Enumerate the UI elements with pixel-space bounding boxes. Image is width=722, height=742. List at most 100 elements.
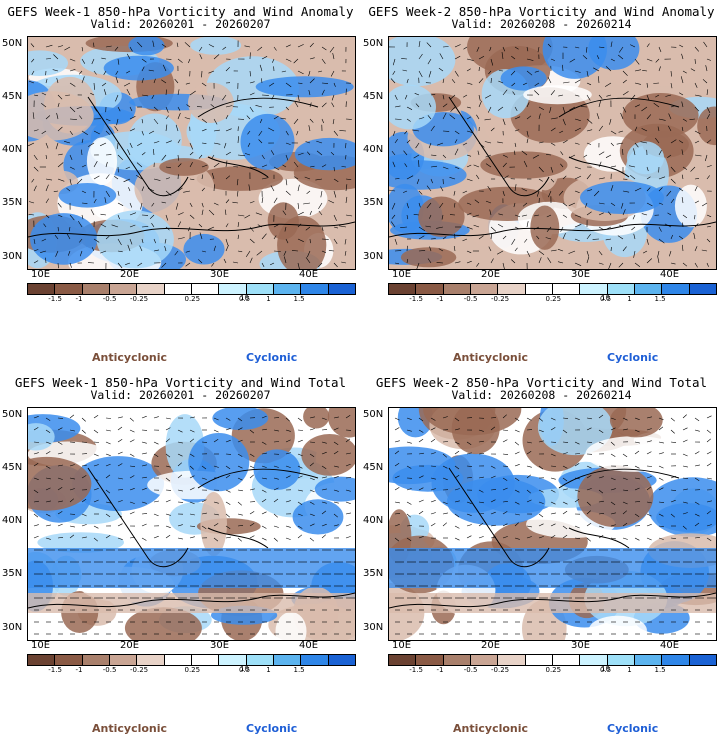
colorbar-tick-label: -1.5 [48, 295, 62, 303]
colorbar-bin [55, 284, 83, 294]
colorbar-bin [55, 655, 83, 665]
colorbar-bin [689, 284, 716, 294]
colorbar-bin [389, 655, 417, 665]
vorticity-map [388, 407, 717, 641]
colorbar-bin [28, 655, 56, 665]
cyclonic-label: Cyclonic [246, 351, 298, 364]
panel-valid-dates: Valid: 20260201 - 20260207 [90, 17, 271, 31]
colorbar [388, 283, 717, 295]
colorbar-scale-label: 10 [240, 665, 249, 673]
lat-label: 35N [363, 197, 384, 208]
colorbar-bin [470, 655, 499, 665]
colorbar-tick-label: -1 [436, 295, 444, 303]
lat-label: 50N [363, 38, 384, 49]
lat-label: 45N [2, 91, 23, 102]
colorbar-bin [470, 284, 499, 294]
colorbar-tick-label: 0.25 [545, 295, 562, 303]
lat-label: 35N [2, 197, 23, 208]
colorbar-tick-label: -1.5 [409, 666, 423, 674]
lon-label: 40E [299, 640, 319, 651]
lon-label: 40E [660, 269, 680, 280]
colorbar-bin [552, 284, 581, 294]
colorbar-bin [246, 655, 274, 665]
colorbar-bin [301, 284, 329, 294]
anticyclonic-label: Anticyclonic [453, 351, 529, 364]
colorbar [27, 654, 356, 666]
lon-label: 10E [392, 640, 412, 651]
colorbar-bin [662, 284, 690, 294]
colorbar-bin [82, 284, 110, 294]
anticyclonic-label: Anticyclonic [92, 351, 168, 364]
lat-label: 45N [363, 462, 384, 473]
map-panel-1: GEFS Week-1 850-hPa Vorticity and Wind A… [0, 0, 361, 371]
lat-label: 30N [2, 622, 23, 633]
panel-title: GEFS Week-2 850-hPa Vorticity and Wind T… [375, 375, 708, 390]
colorbar-bin [525, 655, 553, 665]
colorbar-bin [634, 655, 663, 665]
colorbar-bin [525, 284, 553, 294]
lat-label: 45N [363, 91, 384, 102]
colorbar-bin [191, 655, 220, 665]
colorbar-bin [109, 284, 138, 294]
colorbar-tick-label: -0.5 [102, 666, 117, 674]
lat-label: 40N [363, 144, 384, 155]
colorbar-bin [389, 284, 417, 294]
colorbar-tick-label: -0.5 [463, 295, 478, 303]
colorbar-bin [191, 284, 220, 294]
lon-label: 40E [660, 640, 680, 651]
colorbar-tick-label: 1 [627, 295, 632, 303]
colorbar-bin [443, 655, 471, 665]
panel-title: GEFS Week-1 850-hPa Vorticity and Wind A… [7, 4, 354, 19]
lat-label: 30N [2, 251, 23, 262]
panel-title: GEFS Week-1 850-hPa Vorticity and Wind T… [14, 375, 347, 390]
colorbar-bin [662, 655, 690, 665]
lat-label: 50N [2, 38, 23, 49]
vorticity-map [388, 36, 717, 270]
colorbar-tick-label: 1.5 [654, 666, 666, 674]
colorbar-bin [301, 655, 329, 665]
lat-label: 40N [2, 144, 23, 155]
colorbar-bin [328, 655, 355, 665]
cyclonic-label: Cyclonic [607, 351, 659, 364]
lon-label: 10E [31, 269, 51, 280]
lon-label: 40E [299, 269, 319, 280]
lon-label: 30E [571, 640, 591, 651]
lat-label: 40N [2, 515, 23, 526]
lat-label: 40N [363, 515, 384, 526]
panel-valid-dates: Valid: 20260201 - 20260207 [90, 388, 271, 402]
colorbar-tick-label: 0.25 [184, 295, 201, 303]
colorbar-tick-label: 1.5 [293, 295, 305, 303]
colorbar-tick-label: 0.25 [545, 666, 562, 674]
colorbar-bin [109, 655, 138, 665]
lon-label: 10E [31, 640, 51, 651]
colorbar-tick-label: -0.25 [130, 666, 149, 674]
colorbar-bin [219, 655, 247, 665]
colorbar-scale-label: 10 [240, 294, 249, 302]
colorbar-bin [443, 284, 471, 294]
colorbar-bin [273, 655, 302, 665]
vorticity-map [27, 36, 356, 270]
anticyclonic-label: Anticyclonic [92, 722, 168, 735]
lat-label: 35N [363, 568, 384, 579]
colorbar-tick-label: 1 [266, 666, 271, 674]
lat-label: 50N [363, 409, 384, 420]
colorbar-bin [164, 284, 192, 294]
lon-label: 20E [481, 640, 501, 651]
colorbar-bin [219, 284, 247, 294]
colorbar-bin [580, 284, 608, 294]
colorbar-tick-label: -1.5 [409, 295, 423, 303]
lon-label: 20E [120, 269, 140, 280]
colorbar-bin [416, 655, 444, 665]
colorbar-scale-label: 10 [601, 294, 610, 302]
colorbar-tick-label: 0.5 [239, 295, 251, 303]
anticyclonic-label: Anticyclonic [453, 722, 529, 735]
lat-label: 35N [2, 568, 23, 579]
map-panel-3: GEFS Week-1 850-hPa Vorticity and Wind T… [0, 371, 361, 742]
vorticity-map [27, 407, 356, 641]
colorbar-bin [607, 284, 635, 294]
colorbar-tick-label: 1 [627, 666, 632, 674]
colorbar-bin [498, 284, 526, 294]
lon-label: 20E [120, 640, 140, 651]
colorbar-bin [607, 655, 635, 665]
